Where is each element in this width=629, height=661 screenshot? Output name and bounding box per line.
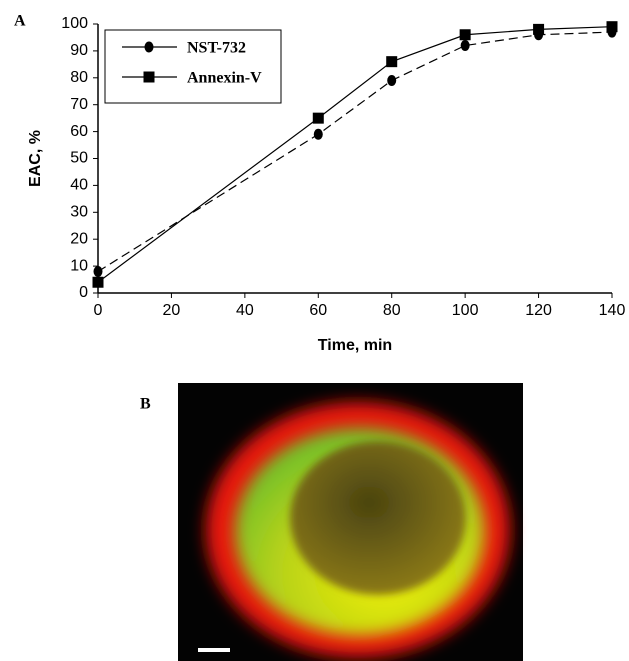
y-tick-label: 80 (70, 69, 88, 86)
legend-label: Annexin-V (187, 70, 262, 87)
y-tick-label: 40 (70, 177, 88, 194)
y-tick-label: 50 (70, 150, 88, 167)
x-axis-label: Time, min (318, 337, 392, 354)
data-point (460, 29, 471, 40)
x-tick-label: 0 (94, 302, 103, 319)
panel-label: A (14, 13, 26, 30)
data-point (313, 113, 324, 124)
data-point (314, 129, 323, 140)
data-point (94, 266, 103, 277)
panel-label: B (140, 396, 151, 413)
data-point (607, 21, 618, 32)
x-tick-label: 20 (163, 302, 181, 319)
data-point (93, 277, 104, 288)
x-tick-label: 100 (452, 302, 479, 319)
x-tick-label: 80 (383, 302, 401, 319)
y-tick-label: 70 (70, 96, 88, 113)
y-tick-label: 90 (70, 42, 88, 59)
x-tick-label: 40 (236, 302, 254, 319)
y-tick-label: 10 (70, 257, 88, 274)
data-point (386, 56, 397, 67)
chart: 0 10 20 30 40 50 60 70 80 90 100 0 20 40 60 80 100 120 140… (27, 15, 625, 354)
y-tick-label: 30 (70, 204, 88, 221)
data-point (461, 40, 470, 51)
x-tick-label: 120 (525, 302, 552, 319)
y-tick-label: 60 (70, 123, 88, 140)
legend-marker (145, 42, 154, 53)
legend-marker (144, 72, 155, 83)
micrograph (178, 383, 523, 661)
legend-label: NST-732 (187, 40, 246, 57)
x-tick-label: 140 (599, 302, 626, 319)
data-point (387, 75, 396, 86)
x-tick-label: 60 (309, 302, 327, 319)
y-tick-label: 0 (79, 284, 88, 301)
y-tick-label: 100 (61, 15, 88, 32)
figure: A B 0 10 20 30 40 50 60 70 80 90 100 0 20 40 60 80 100 12… (0, 0, 629, 661)
y-tick-label: 20 (70, 230, 88, 247)
y-axis-label: EAC, % (27, 130, 44, 187)
data-point (533, 24, 544, 35)
